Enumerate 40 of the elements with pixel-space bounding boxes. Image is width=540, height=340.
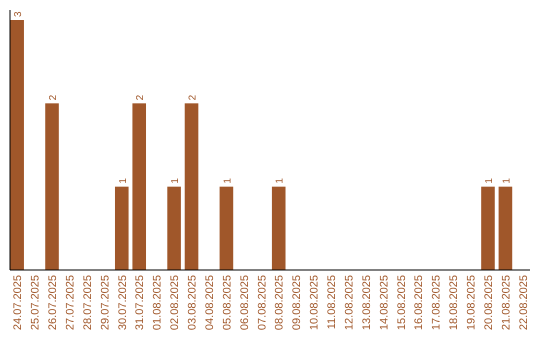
x-tick-label: 11.08.2025	[326, 275, 338, 330]
x-tick-label: 10.08.2025	[308, 275, 321, 330]
x-tick-label: 04.08.2025	[204, 275, 216, 330]
x-tick-label: 28.07.2025	[82, 275, 94, 330]
x-tick-label: 25.07.2025	[30, 275, 42, 330]
x-tick-label: 14.08.2025	[378, 275, 390, 330]
data-label: 2	[188, 94, 199, 100]
x-tick-label: 02.08.2025	[169, 275, 182, 330]
x-tick-label: 13.08.2025	[360, 275, 373, 330]
x-tick-label: 22.08.2025	[518, 275, 530, 330]
x-tick-label: 31.07.2025	[134, 275, 146, 330]
x-tick-label: 03.08.2025	[186, 275, 199, 330]
x-tick-label: 19.08.2025	[466, 275, 478, 330]
data-label: 1	[274, 178, 286, 184]
data-label: 1	[501, 178, 512, 184]
x-tick-label: 27.07.2025	[64, 275, 76, 330]
data-label: 2	[135, 94, 146, 100]
x-tick-label: 09.08.2025	[291, 275, 304, 330]
data-label: 1	[170, 178, 182, 184]
x-tick-label: 07.08.2025	[256, 275, 268, 330]
x-tick-label: 06.08.2025	[238, 275, 251, 330]
x-tick-label: 16.08.2025	[413, 275, 426, 330]
x-tick-label: 12.08.2025	[343, 275, 356, 330]
x-tick-label: 24.07.2025	[12, 275, 24, 330]
x-tick-label: 08.08.2025	[274, 275, 286, 330]
x-tick-label: 15.08.2025	[396, 275, 408, 330]
x-tick-label: 29.07.2025	[99, 275, 112, 330]
x-tick-label: 20.08.2025	[482, 275, 495, 330]
x-tick-label: 05.08.2025	[221, 275, 234, 330]
x-tick-label: 01.08.2025	[152, 275, 164, 330]
x-tick-label: 17.08.2025	[430, 275, 443, 330]
x-tick-label: 26.07.2025	[47, 275, 60, 330]
data-label: 1	[118, 178, 129, 184]
data-label: 3	[13, 11, 24, 17]
x-tick-label: 30.07.2025	[116, 275, 129, 330]
data-label: 2	[48, 94, 60, 100]
data-label: 1	[484, 178, 495, 184]
x-tick-label: 21.08.2025	[500, 275, 512, 330]
x-tick-label: 18.08.2025	[448, 275, 460, 330]
data-label: 1	[222, 178, 234, 184]
